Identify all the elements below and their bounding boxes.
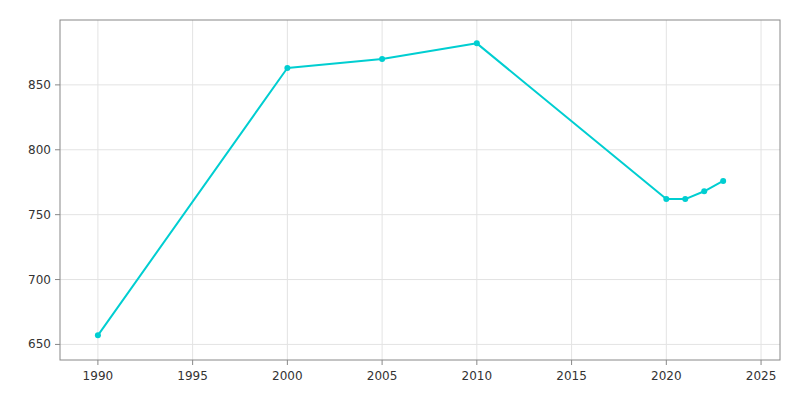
chart-container: 1990 1995 2000 2005 2010 2015 2020 2025 650 700 75… [0,0,800,400]
x-tick-label: 1990 [83,369,114,383]
y-grid-line [60,279,780,280]
x-tick [761,360,762,365]
x-grid-line [571,20,572,360]
y-tick [55,344,60,345]
y-tick-label: 800 [28,143,51,157]
grid [60,20,780,360]
x-tick-label: 2010 [462,369,493,383]
plot-frame [60,20,780,360]
plot-background [60,20,780,360]
y-grid-line [60,214,780,215]
y-grid-line [60,84,780,85]
x-tick-label: 2000 [272,369,303,383]
y-grid-line [60,344,780,345]
x-tick-label: 1995 [177,369,208,383]
y-tick [55,214,60,215]
y-tick [55,279,60,280]
x-tick [382,360,383,365]
x-tick [571,360,572,365]
x-tick-label: 2020 [651,369,682,383]
x-tick [97,360,98,365]
point [379,56,385,62]
point [682,196,688,202]
point [474,40,480,46]
y-tick-label: 700 [28,273,51,287]
x-grid-line [382,20,383,360]
x-grid-line [666,20,667,360]
y-tick-label: 650 [28,337,51,351]
x-grid-line [761,20,762,360]
y-tick [55,149,60,150]
point [95,332,101,338]
x-tick-label: 2005 [367,369,398,383]
y-tick [55,84,60,85]
point [720,178,726,184]
x-tick-label: 2015 [556,369,587,383]
x-tick [287,360,288,365]
x-tick [666,360,667,365]
x-tick [192,360,193,365]
x-tick [476,360,477,365]
y-tick-label: 750 [28,208,51,222]
x-grid-line [476,20,477,360]
point [284,65,290,71]
point [701,188,707,194]
axes: 1990 1995 2000 2005 2010 2015 2020 2025 650 700 75… [28,78,776,383]
line [98,43,723,335]
series [95,40,726,338]
x-grid-line [192,20,193,360]
x-tick-label: 2025 [746,369,777,383]
point [663,196,669,202]
chart: 1990 1995 2000 2005 2010 2015 2020 2025 650 700 75… [0,0,800,400]
y-tick-label: 850 [28,78,51,92]
y-grid-line [60,149,780,150]
x-grid-line [97,20,98,360]
